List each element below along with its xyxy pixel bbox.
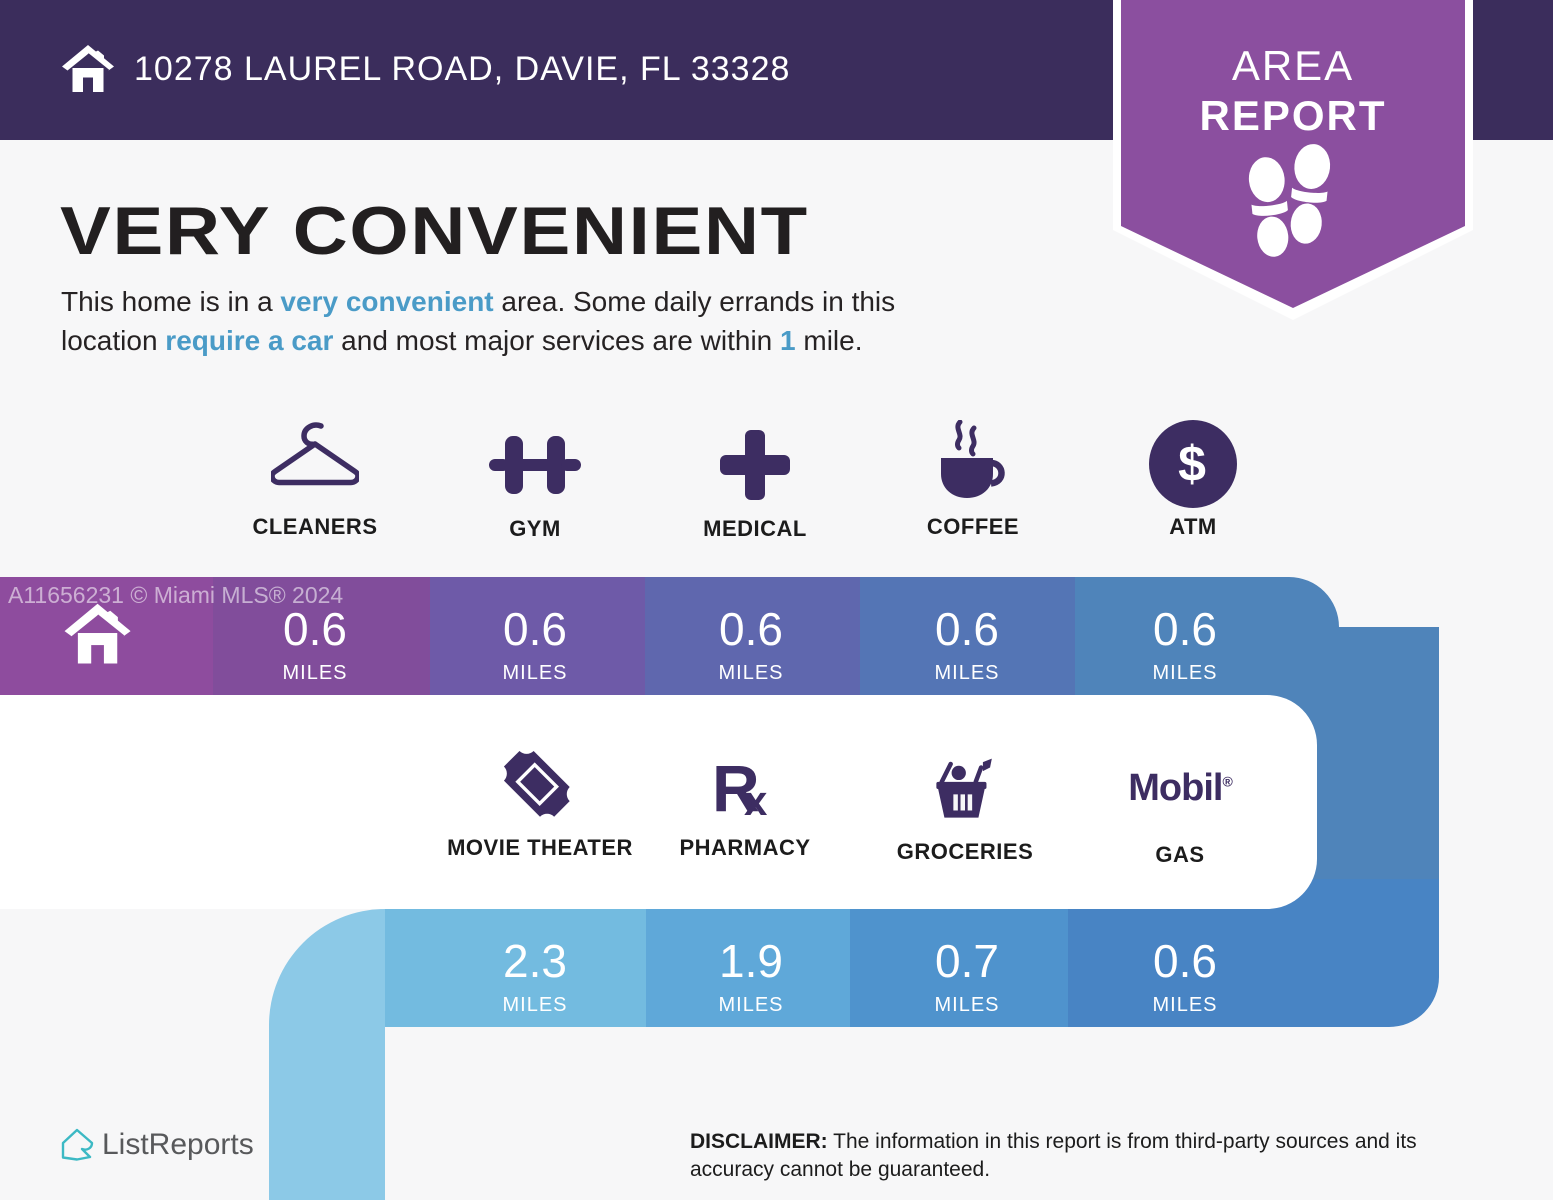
svg-text:REPORT: REPORT (1199, 92, 1386, 139)
svg-text:MILES: MILES (1152, 994, 1217, 1016)
svg-text:0.6: 0.6 (283, 603, 347, 655)
svg-text:0.6: 0.6 (503, 603, 567, 655)
svg-text:1.9: 1.9 (719, 935, 783, 987)
svg-text:MILES: MILES (502, 662, 567, 684)
svg-text:0.6: 0.6 (935, 603, 999, 655)
svg-text:MILES: MILES (1152, 662, 1217, 684)
svg-text:MILES: MILES (934, 662, 999, 684)
svg-text:MILES: MILES (718, 662, 783, 684)
svg-text:0.6: 0.6 (1153, 603, 1217, 655)
svg-text:AREA: AREA (1232, 42, 1354, 89)
svg-text:A11656231 © Miami MLS® 2024: A11656231 © Miami MLS® 2024 (8, 582, 343, 608)
svg-text:$: $ (1178, 436, 1206, 492)
svg-text:MILES: MILES (502, 994, 567, 1016)
svg-text:MILES: MILES (282, 662, 347, 684)
svg-text:0.7: 0.7 (935, 935, 999, 987)
svg-text:2.3: 2.3 (503, 935, 567, 987)
svg-text:0.6: 0.6 (1153, 935, 1217, 987)
svg-text:0.6: 0.6 (719, 603, 783, 655)
svg-text:x: x (744, 777, 768, 824)
svg-text:MILES: MILES (934, 994, 999, 1016)
svg-text:MILES: MILES (718, 994, 783, 1016)
